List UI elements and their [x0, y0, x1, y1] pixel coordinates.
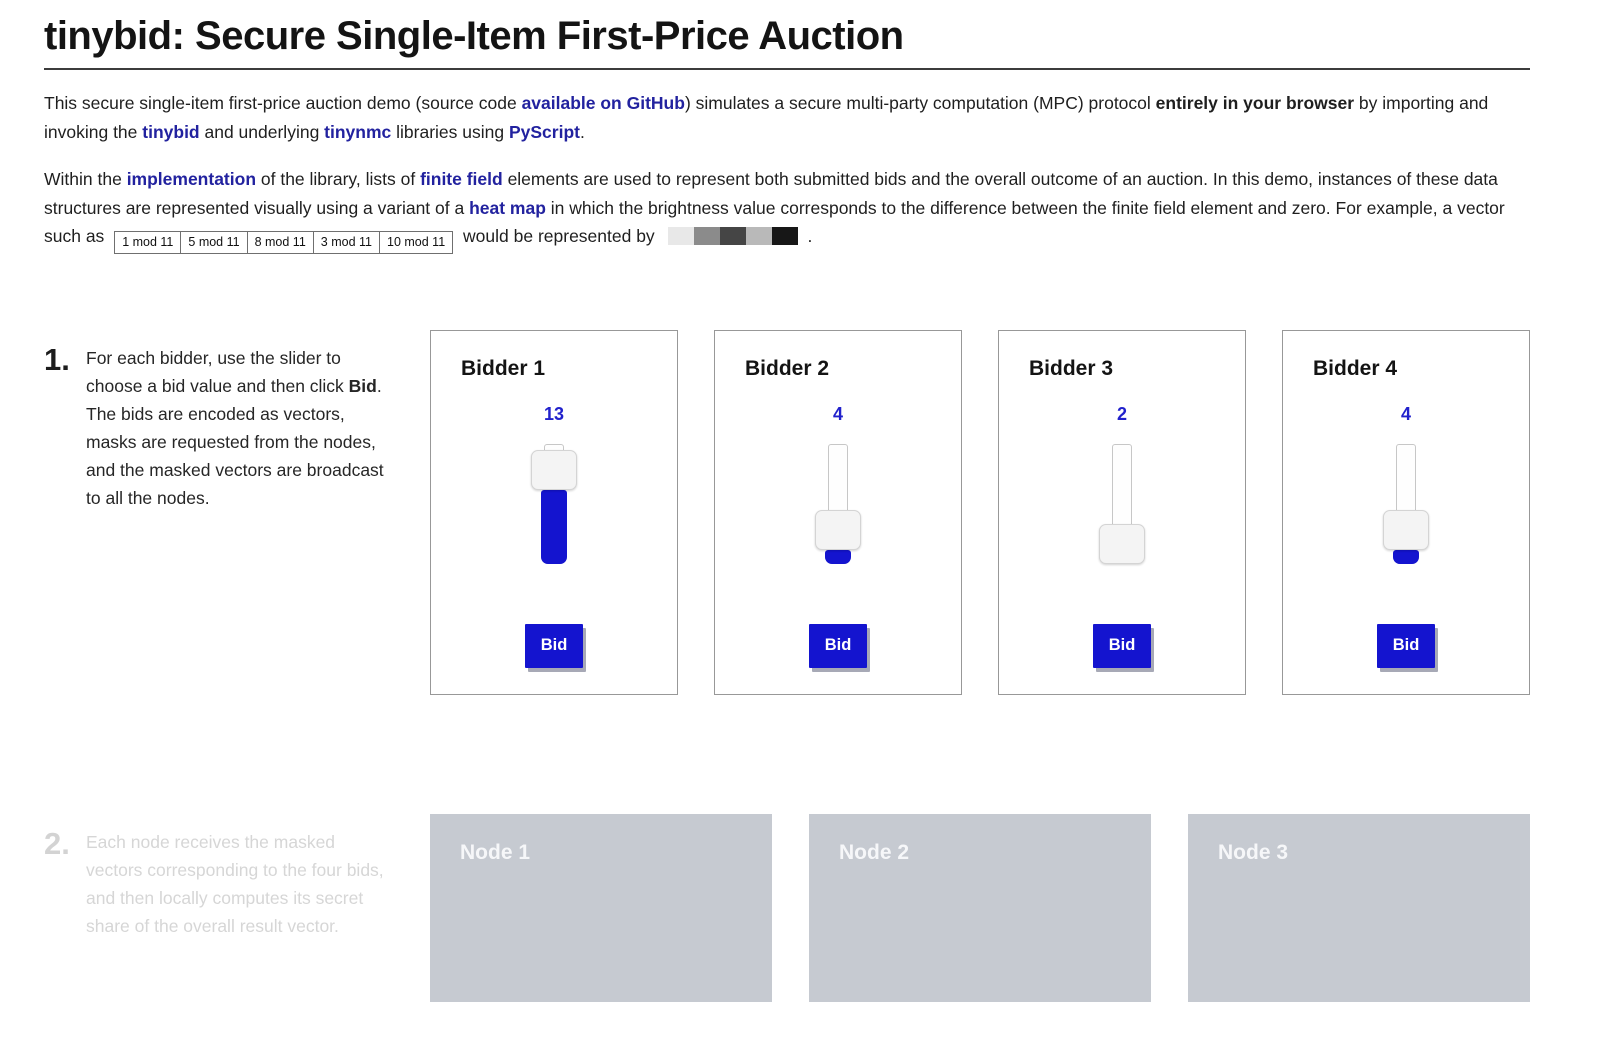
bid-button[interactable]: Bid	[525, 623, 583, 668]
bid-slider[interactable]	[815, 443, 861, 564]
text-segment: elements are used to represent both subm…	[44, 169, 1498, 218]
slider-thumb[interactable]	[531, 449, 577, 490]
text-segment: For each bidder, use the slider to choos…	[86, 347, 349, 396]
bidder-card-4: Bidder 4 4 Bid	[1282, 329, 1530, 695]
text-segment: .	[807, 226, 813, 246]
heat-cell	[771, 227, 798, 245]
intro-paragraph-2-text-c: .	[807, 226, 812, 246]
slider-thumb[interactable]	[1099, 523, 1145, 564]
github-link[interactable]: available on GitHub	[521, 93, 685, 113]
text-segment: Within the	[44, 169, 127, 189]
node-card-2: Node 2	[809, 813, 1151, 1002]
intro-paragraph-2-text-a: Within the implementation of the library…	[44, 169, 1505, 246]
text-segment: .	[579, 121, 585, 142]
page: tinybid: Secure Single-Item First-Price …	[44, 14, 1530, 1002]
node-3-title: Node 3	[1218, 840, 1289, 864]
node-card-3: Node 3	[1188, 813, 1530, 1002]
text-segment: of the library, lists of	[256, 169, 421, 189]
step-1-row: 1. For each bidder, use the slider to ch…	[44, 329, 1530, 695]
slider-thumb[interactable]	[815, 509, 861, 550]
text-segment: would be represented by	[463, 226, 655, 246]
vector-cell: 3 mod 11	[312, 232, 379, 253]
finite-field-link[interactable]: finite field	[420, 169, 503, 189]
heat-cell	[693, 227, 720, 245]
bid-button[interactable]: Bid	[1377, 623, 1435, 668]
tinynmc-link[interactable]: tinynmc	[324, 121, 392, 142]
node-2-title: Node 2	[839, 840, 910, 864]
bidder-card-3: Bidder 3 2 Bid	[998, 329, 1246, 695]
implementation-link[interactable]: implementation	[126, 169, 257, 189]
slider-thumb[interactable]	[1383, 509, 1429, 550]
text-segment: entirely in your browser	[1155, 93, 1355, 113]
slider-fill	[1393, 550, 1419, 564]
heat-cell	[667, 227, 694, 245]
intro-paragraph-1: This secure single-item first-price auct…	[44, 89, 1530, 146]
text-segment: and underlying	[199, 121, 325, 142]
vector-cell: 10 mod 11	[379, 232, 452, 253]
heat-cell	[745, 227, 772, 245]
vector-cell: 5 mod 11	[180, 232, 246, 253]
intro-paragraph-2-text-b: would be represented by	[463, 226, 655, 246]
heat-cell	[719, 227, 746, 245]
bid-slider[interactable]	[1099, 443, 1145, 564]
bidder-card-2: Bidder 2 4 Bid	[714, 329, 962, 695]
tinybid-link[interactable]: tinybid	[142, 121, 200, 142]
slider-fill	[541, 490, 567, 564]
heat-map-link[interactable]: heat map	[469, 197, 546, 218]
bidder-1-title: Bidder 1	[461, 356, 546, 380]
bidder-cards: Bidder 1 13 Bid Bidder 2 4 Bid	[430, 329, 1530, 695]
bid-button[interactable]: Bid	[809, 623, 867, 668]
text-segment: by importing and invoking the	[44, 93, 1489, 142]
bidder-4-title: Bidder 4	[1313, 356, 1398, 380]
bid-button[interactable]: Bid	[1093, 623, 1151, 668]
text-segment: Bid	[348, 375, 377, 396]
bidder-2-value: 4	[832, 403, 843, 424]
bidder-3-value: 2	[1116, 403, 1127, 424]
step-1-number: 1.	[44, 341, 70, 377]
bidder-2-title: Bidder 2	[745, 356, 830, 380]
step-2-row: 2. Each node receives the masked vectors…	[44, 813, 1530, 1002]
bid-slider[interactable]	[1383, 443, 1429, 564]
bid-slider[interactable]	[531, 443, 577, 564]
bidder-3-title: Bidder 3	[1029, 356, 1114, 380]
vector-cell: 8 mod 11	[246, 232, 313, 253]
text-segment: libraries using	[391, 121, 509, 142]
intro-paragraph-2: Within the implementation of the library…	[44, 165, 1530, 254]
page-title: tinybid: Secure Single-Item First-Price …	[44, 14, 1530, 70]
step-2-number: 2.	[44, 825, 70, 861]
heat-map-example	[667, 227, 798, 245]
bidder-card-1: Bidder 1 13 Bid	[430, 329, 678, 695]
intro-paragraph-1-text: This secure single-item first-price auct…	[44, 93, 1488, 142]
bidder-4-value: 4	[1400, 403, 1411, 424]
text-segment: in which the brightness value correspond…	[44, 197, 1505, 247]
bidder-1-value: 13	[543, 403, 565, 424]
vector-example-table: 1 mod 11 5 mod 11 8 mod 11 3 mod 11 10 mod 1…	[114, 231, 454, 254]
text-segment: ) simulates a secure multi-party computa…	[684, 93, 1156, 113]
step-1: 1. For each bidder, use the slider to ch…	[44, 330, 394, 695]
step-2: 2. Each node receives the masked vectors…	[44, 814, 394, 1002]
node-1-title: Node 1	[460, 840, 531, 864]
pyscript-link[interactable]: PyScript	[508, 121, 580, 142]
slider-fill	[825, 550, 851, 564]
text-segment: . The bids are encoded as vectors, masks…	[86, 375, 384, 508]
text-segment: This secure single-item first-price auct…	[44, 93, 522, 113]
node-card-1: Node 1	[430, 813, 772, 1002]
vector-cell: 1 mod 11	[122, 235, 174, 249]
node-cards: Node 1 Node 2 Node 3	[430, 813, 1530, 1002]
step-2-text: Each node receives the masked vectors co…	[86, 831, 384, 936]
step-1-text: For each bidder, use the slider to choos…	[86, 344, 394, 512]
